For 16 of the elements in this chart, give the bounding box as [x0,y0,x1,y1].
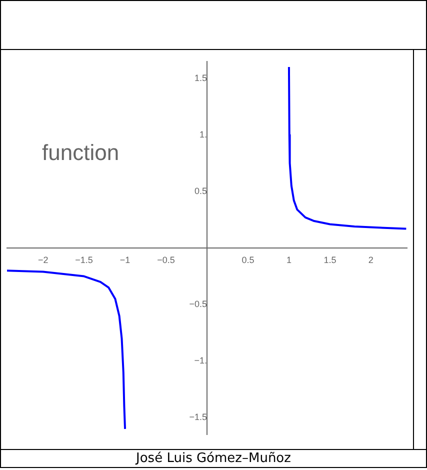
x-tick-label: 1 [286,254,292,265]
x-tick-label: −1.5 [75,254,93,265]
y-tick-label: 0.5 [194,186,207,196]
y-tick-label: 1. [199,129,207,140]
x-tick-label: 1.5 [324,254,336,265]
y-tick-label: −1.5 [189,412,207,422]
y-tick-label: 1.5 [194,72,207,83]
x-tick-label: −2 [38,254,48,265]
x-tick-label: 2 [368,254,374,265]
y-tick-label: −1. [194,356,207,366]
x-tick-label: −0.5 [157,254,175,265]
y-tick-label: −0.5 [189,299,207,310]
x-tick-label: −1 [120,254,130,265]
annotation: function [42,140,120,166]
x-tick-label: 0.5 [242,254,254,265]
text: José Luis Gómez–Muñoz [1,449,426,468]
